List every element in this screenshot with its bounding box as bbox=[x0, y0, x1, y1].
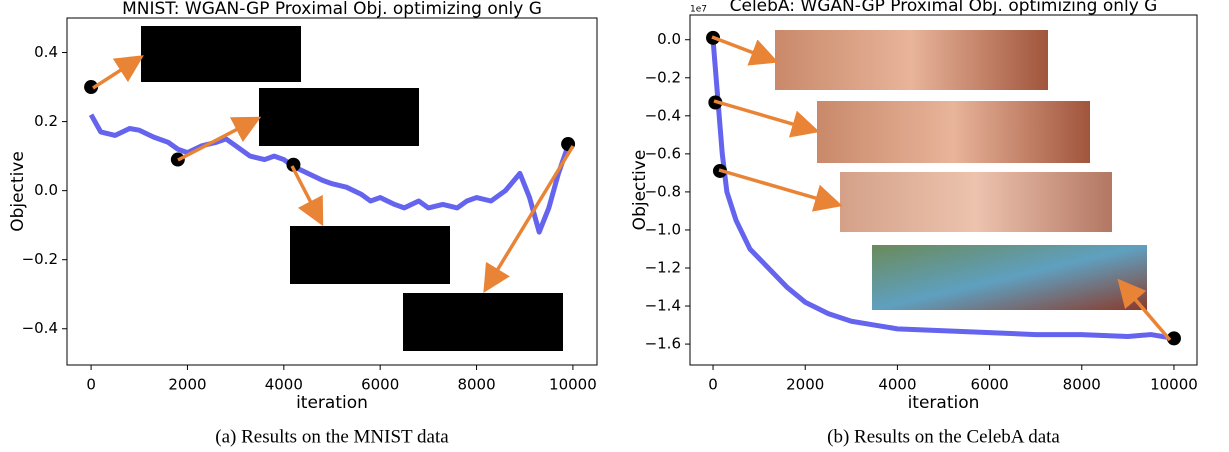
arrow bbox=[483, 145, 575, 293]
celeba-samples bbox=[872, 245, 1147, 310]
y-tick-label: −0.2 bbox=[645, 68, 681, 86]
arrow bbox=[711, 35, 779, 66]
arrow bbox=[713, 99, 820, 138]
y-tick-label: −1.6 bbox=[645, 335, 681, 353]
mnist-samples bbox=[290, 226, 450, 284]
arrow bbox=[177, 116, 262, 162]
x-tick-label: 2000 bbox=[786, 376, 824, 394]
x-tick-label: 0 bbox=[708, 376, 718, 394]
mnist-samples bbox=[259, 88, 419, 146]
x-tick-label: 8000 bbox=[1063, 376, 1101, 394]
chart-title: CelebA: WGAN-GP Proximal Obj. optimizing… bbox=[730, 0, 1158, 16]
x-tick-label: 6000 bbox=[970, 376, 1008, 394]
x-tick-label: 0 bbox=[86, 376, 96, 394]
y-tick-label: 0.0 bbox=[657, 30, 681, 48]
chart: MNIST: WGAN-GP Proximal Obj. optimizing … bbox=[8, 0, 598, 447]
chart-title: MNIST: WGAN-GP Proximal Obj. optimizing … bbox=[122, 0, 542, 19]
marker bbox=[1166, 331, 1181, 346]
x-tick-label: 10000 bbox=[549, 376, 597, 394]
sample-images bbox=[141, 26, 1147, 351]
plot-frame bbox=[689, 14, 1198, 366]
arrow bbox=[1117, 278, 1172, 342]
x-tick-label: 4000 bbox=[265, 376, 303, 394]
y-tick-label: −1.4 bbox=[645, 297, 681, 315]
x-axis-label: iteration bbox=[908, 393, 980, 413]
chart: CelebA: WGAN-GP Proximal Obj. optimizing… bbox=[630, 0, 1198, 447]
caption: (b) Results on the CelebA data bbox=[827, 426, 1060, 447]
y-axis-label: Objective bbox=[630, 150, 650, 231]
x-axis-label: iteration bbox=[296, 393, 368, 413]
celeba-samples bbox=[775, 30, 1048, 90]
mnist-samples bbox=[141, 26, 301, 82]
celeba-samples bbox=[840, 172, 1112, 232]
x-tick-label: 8000 bbox=[457, 376, 495, 394]
x-tick-label: 10000 bbox=[1150, 376, 1198, 394]
x-tick-label: 4000 bbox=[878, 376, 916, 394]
marker bbox=[286, 157, 301, 172]
caption: (a) Results on the MNIST data bbox=[215, 426, 449, 447]
x-tick-label: 6000 bbox=[361, 376, 399, 394]
line bbox=[88, 113, 571, 235]
annotation-arrows bbox=[92, 35, 1172, 342]
plot-frame bbox=[66, 17, 598, 366]
y-axis-label: Objective bbox=[8, 151, 28, 232]
line bbox=[710, 39, 1175, 341]
arrow bbox=[92, 55, 144, 90]
marker bbox=[84, 80, 99, 95]
arrow bbox=[290, 165, 324, 227]
y-tick-label: 0.0 bbox=[34, 181, 58, 199]
y-tick-label: −1.2 bbox=[645, 258, 681, 276]
y-tick-label: 0.4 bbox=[34, 43, 58, 61]
offset-text: 1e7 bbox=[690, 5, 707, 15]
celeba-samples bbox=[817, 101, 1090, 163]
y-tick-label: −0.8 bbox=[645, 182, 681, 200]
arrow bbox=[718, 168, 843, 212]
y-tick-label: −0.2 bbox=[22, 250, 58, 268]
y-tick-label: 0.2 bbox=[34, 112, 58, 130]
y-tick-label: −0.4 bbox=[645, 106, 681, 124]
mnist-samples bbox=[403, 293, 563, 351]
y-tick-label: −0.6 bbox=[645, 144, 681, 162]
y-tick-label: −0.4 bbox=[22, 319, 58, 337]
y-tick-label: −1.0 bbox=[645, 220, 681, 238]
x-tick-label: 2000 bbox=[168, 376, 206, 394]
